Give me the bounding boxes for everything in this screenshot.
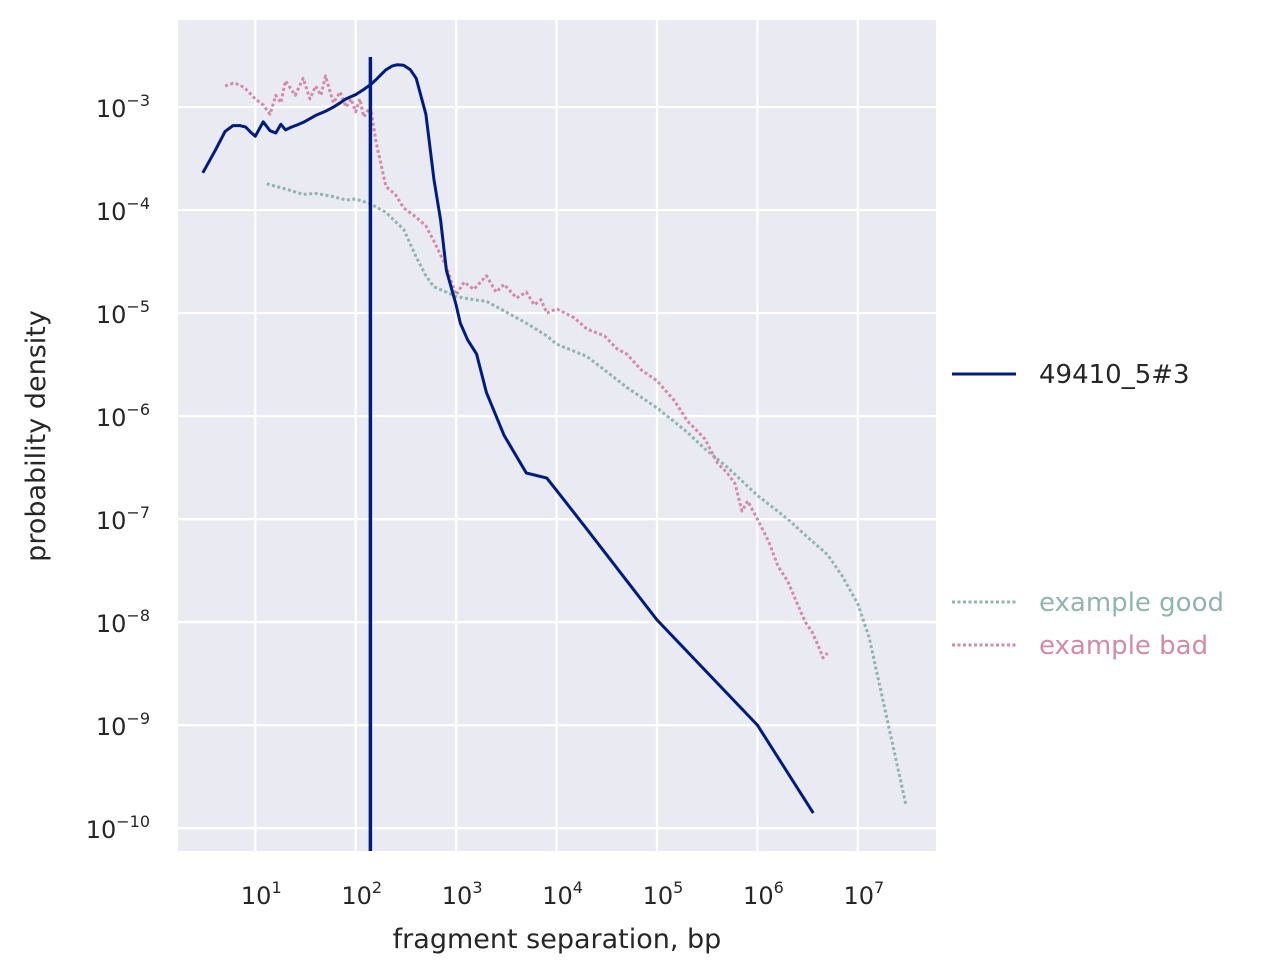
- legend-label-0: 49410_5#3: [1039, 360, 1190, 390]
- y-tick-label-1: 10−4: [96, 194, 150, 226]
- legend-label-1: example good: [1039, 588, 1224, 618]
- x-tick-label-1: 102: [341, 878, 382, 910]
- x-tick-label-3: 104: [542, 878, 583, 910]
- x-tick-label-4: 105: [643, 878, 684, 910]
- x-tick-label-6: 107: [843, 878, 884, 910]
- grid: [178, 20, 936, 851]
- series-line-49410-5-3: [201, 63, 815, 814]
- x-tick-label-0: 101: [241, 878, 282, 910]
- y-tick-labels: 10−3 10−4 10−5 10−6 10−7 10−8 10−9 10−10: [86, 91, 150, 844]
- y-tick-label-5: 10−8: [96, 606, 150, 638]
- x-tick-label-5: 106: [743, 878, 784, 910]
- x-tick-labels: 101 102 103 104 105 106 107: [241, 878, 884, 910]
- y-axis-label: probability density: [21, 310, 52, 562]
- series-layer: [201, 63, 908, 814]
- series-line-example-good: [266, 182, 908, 805]
- legend-label-2: example bad: [1039, 631, 1208, 661]
- y-tick-label-0: 10−3: [96, 91, 150, 123]
- x-axis-label: fragment separation, bp: [393, 924, 722, 955]
- x-tick-label-2: 103: [442, 878, 483, 910]
- y-tick-label-4: 10−7: [96, 503, 150, 535]
- y-tick-label-7: 10−10: [86, 812, 150, 844]
- y-tick-label-2: 10−5: [96, 297, 150, 329]
- y-tick-label-3: 10−6: [96, 400, 150, 432]
- y-tick-label-6: 10−9: [96, 709, 150, 741]
